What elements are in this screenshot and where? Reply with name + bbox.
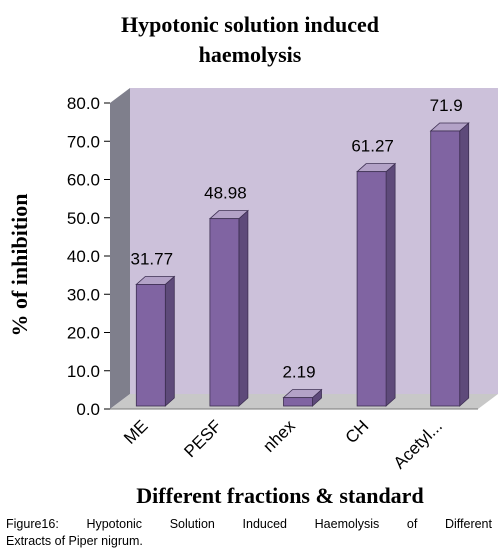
- bar-side: [164, 275, 175, 407]
- chart-title-line-2: haemolysis: [198, 42, 302, 67]
- bar-side: [238, 209, 249, 407]
- bar: [135, 284, 166, 407]
- x-tick-label: Acetyl...: [390, 416, 446, 472]
- chart-title: Hypotonic solution induced haemolysis: [0, 10, 500, 70]
- data-label: 31.77: [131, 249, 174, 268]
- bar: [283, 397, 313, 407]
- x-axis-label: Different fractions & standard: [136, 483, 424, 508]
- bar-side: [459, 122, 470, 407]
- y-tick-label: 30.0: [67, 285, 100, 304]
- chart-title-line-1: Hypotonic solution induced: [121, 12, 379, 37]
- y-tick-label: 50.0: [67, 209, 100, 228]
- caption-line-1: Figure16: Hypotonic Solution Induced Hae…: [6, 517, 492, 531]
- y-tick-label: 0.0: [76, 400, 100, 419]
- y-tick-label: 20.0: [67, 324, 100, 343]
- y-tick-label: 70.0: [67, 132, 100, 151]
- x-tick-label: ME: [120, 416, 151, 447]
- data-label: 61.27: [351, 137, 394, 156]
- x-tick-label: PESF: [180, 416, 225, 461]
- y-tick-label: 60.0: [67, 171, 100, 190]
- y-tick-label: 40.0: [67, 247, 100, 266]
- data-label: 48.98: [204, 184, 247, 203]
- bar: [356, 171, 387, 407]
- y-tick-label: 80.0: [67, 94, 100, 113]
- bar: [430, 130, 461, 407]
- data-label: 2.19: [282, 363, 315, 382]
- y-axis-label: % of inhibition: [7, 193, 32, 337]
- bar-side: [385, 162, 396, 407]
- data-label: 71.9: [430, 96, 463, 115]
- bar: [209, 218, 240, 407]
- x-tick-label: CH: [342, 416, 373, 447]
- side-wall: [110, 88, 130, 409]
- x-tick-label: nhex: [259, 416, 299, 456]
- caption-line-2: Extracts of Piper nigrum.: [6, 534, 143, 548]
- figure-caption: Figure16: Hypotonic Solution Induced Hae…: [6, 516, 492, 550]
- y-tick-label: 10.0: [67, 362, 100, 381]
